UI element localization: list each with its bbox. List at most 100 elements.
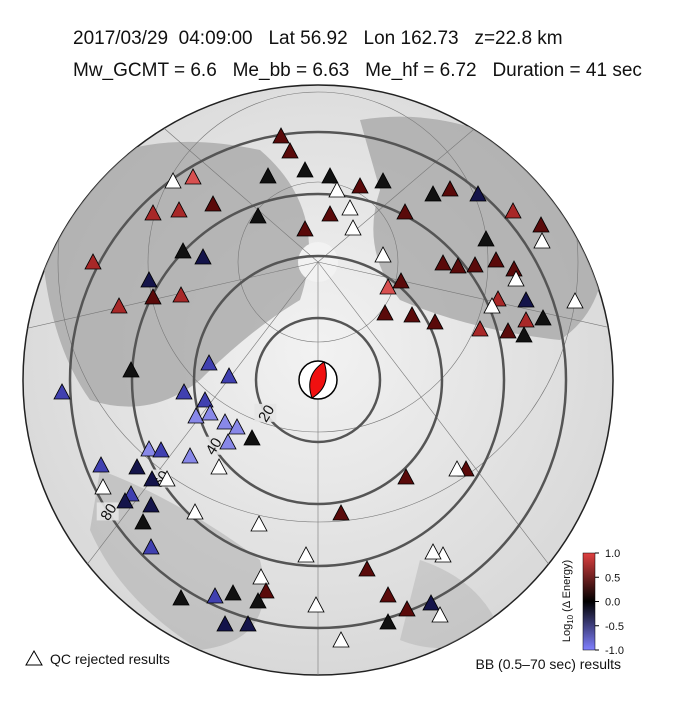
colorbar-tick-label: -0.5	[605, 621, 624, 633]
station	[374, 246, 392, 263]
station	[507, 270, 525, 287]
station	[142, 496, 160, 513]
header-line: Mw_GCMT = 6.6 Me_bb = 6.63 Me_hf = 6.72 …	[73, 60, 642, 81]
station	[219, 433, 237, 450]
distance-ring	[130, 192, 506, 568]
station	[194, 248, 212, 265]
station	[140, 271, 158, 288]
station	[249, 592, 267, 609]
station	[259, 167, 277, 184]
station	[374, 172, 392, 189]
ring-label-bg	[96, 502, 119, 521]
station	[53, 383, 71, 400]
station	[257, 582, 275, 599]
station	[499, 322, 517, 339]
ring-label-bg	[201, 436, 224, 455]
station	[116, 492, 134, 509]
station	[422, 594, 440, 611]
distance-ring	[68, 130, 568, 630]
station	[398, 600, 416, 617]
ring-label: 20	[255, 402, 278, 425]
colorbar	[582, 552, 596, 651]
graticule	[23, 85, 613, 675]
station	[216, 615, 234, 632]
station	[533, 232, 551, 249]
station	[152, 441, 170, 458]
station	[448, 460, 466, 477]
station	[341, 199, 359, 216]
station	[142, 538, 160, 555]
station	[351, 177, 369, 194]
station	[140, 440, 158, 457]
beachball	[298, 360, 338, 400]
station	[144, 288, 162, 305]
colorbar-label-rest: (Δ Energy)	[561, 560, 573, 615]
station	[424, 543, 442, 560]
station	[532, 216, 550, 233]
colorbar-tick-label: -1.0	[605, 645, 624, 657]
station	[181, 447, 199, 464]
station	[297, 546, 315, 563]
station	[379, 586, 397, 603]
station	[158, 470, 176, 487]
station	[250, 515, 268, 532]
station	[487, 251, 505, 268]
station	[239, 615, 257, 632]
distance-ring	[192, 254, 444, 506]
station	[170, 201, 188, 218]
station	[332, 631, 350, 648]
ring-label: 40	[202, 435, 225, 458]
station	[403, 306, 421, 323]
legend-text: QC rejected results	[50, 651, 170, 667]
station	[426, 313, 444, 330]
station	[296, 220, 314, 237]
station	[344, 219, 362, 236]
station	[84, 253, 102, 270]
station	[434, 254, 452, 271]
station	[216, 413, 234, 430]
station	[174, 242, 192, 259]
station	[272, 127, 290, 144]
station	[321, 205, 339, 222]
station	[196, 391, 214, 408]
colorbar-label-main: Log	[561, 624, 573, 642]
station	[175, 383, 193, 400]
station	[441, 180, 459, 197]
station	[483, 297, 501, 314]
colorbar-label-sub: 10	[566, 614, 575, 623]
station	[471, 320, 489, 337]
station	[134, 513, 152, 530]
station	[224, 584, 242, 601]
station	[172, 286, 190, 303]
ring-label-bg	[254, 403, 277, 422]
station	[504, 202, 522, 219]
colorbar-tick-label: 0.5	[605, 572, 620, 584]
station	[110, 297, 128, 314]
station	[396, 203, 414, 220]
station	[431, 606, 449, 623]
station	[206, 587, 224, 604]
station	[143, 470, 161, 487]
colorbar-tick-label: 1.0	[605, 548, 620, 560]
colorbar-tick-label: 0.0	[605, 597, 620, 609]
station	[469, 185, 487, 202]
station	[515, 326, 533, 343]
station	[397, 468, 415, 485]
station	[321, 167, 339, 184]
station	[449, 257, 467, 274]
station	[187, 407, 205, 424]
station	[281, 142, 299, 159]
station	[204, 195, 222, 212]
station	[332, 504, 350, 521]
station	[172, 589, 190, 606]
station	[92, 456, 110, 473]
header-line: 2017/03/29 04:09:00 Lat 56.92 Lon 162.73…	[73, 28, 563, 49]
distance-ring	[254, 316, 382, 444]
ring-label: 80	[97, 501, 120, 524]
station	[358, 560, 376, 577]
station	[200, 354, 218, 371]
station	[376, 304, 394, 321]
station	[566, 292, 584, 309]
